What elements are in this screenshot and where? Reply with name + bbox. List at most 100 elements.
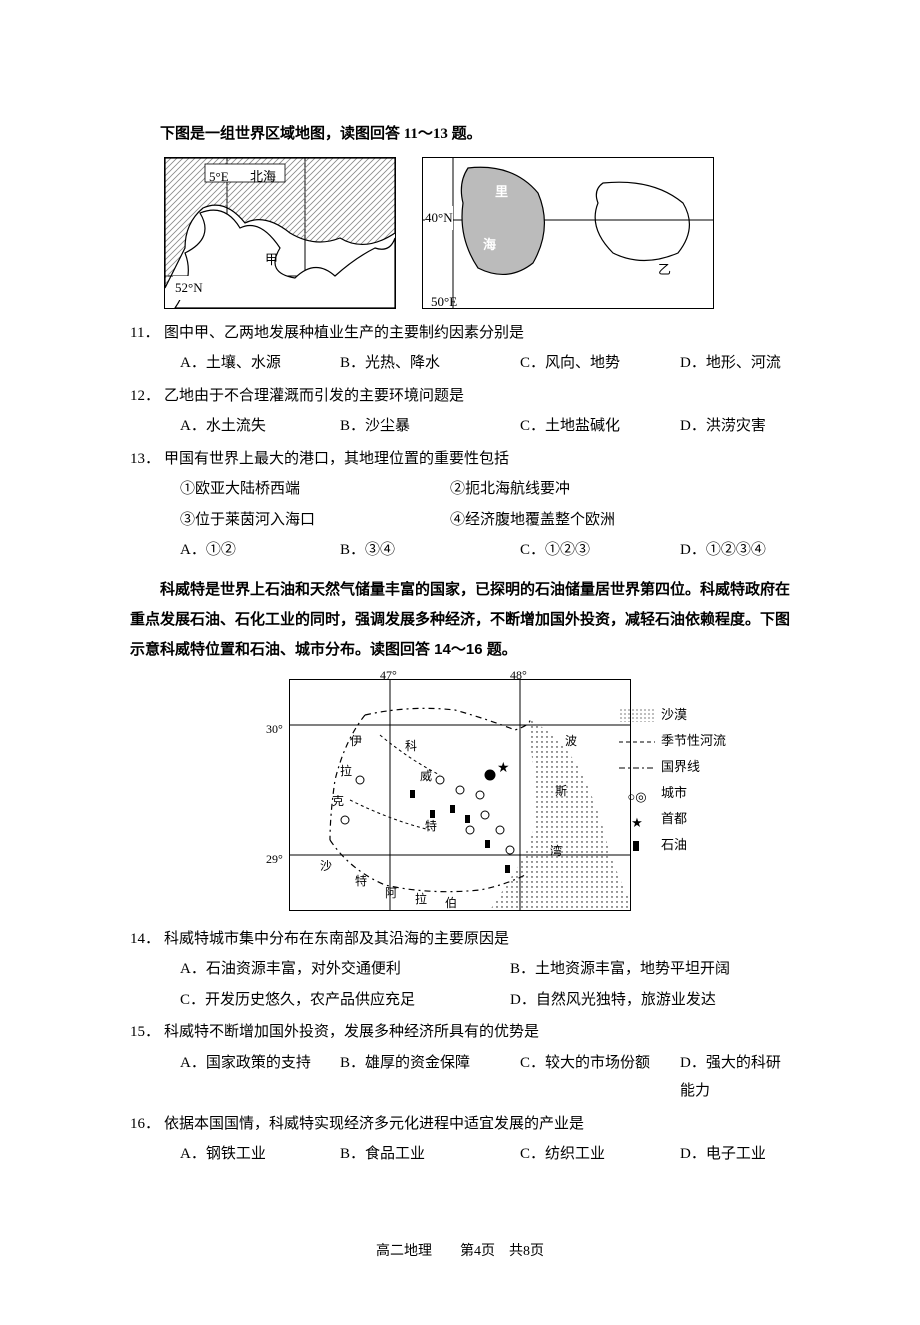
city-swatch-icon: ○◎	[619, 786, 655, 800]
map-b-svg	[423, 158, 713, 308]
q12-opt-d: D．洪涝灾害	[680, 412, 790, 441]
q14-text: 科威特城市集中分布在东南部及其沿海的主要原因是	[164, 925, 790, 954]
kuwait-g3: 湾	[550, 840, 562, 863]
kuwait-legend: 沙漠 季节性河流 国界线 ○◎ 城市 ★ 首都 石油	[619, 704, 726, 861]
legend-desert: 沙漠	[619, 704, 726, 726]
map-b-lon-label: 50°E	[431, 290, 457, 315]
legend-city-label: 城市	[661, 782, 687, 804]
q13: 13． 甲国有世界上最大的港口，其地理位置的重要性包括	[130, 445, 790, 474]
q11-opt-b: B．光热、降水	[340, 349, 520, 378]
border-swatch-icon	[619, 760, 655, 774]
map-a-lat-label: 52°N	[173, 276, 205, 301]
desert-swatch-icon	[619, 708, 655, 722]
legend-river: 季节性河流	[619, 730, 726, 752]
capital-swatch-icon: ★	[619, 812, 655, 826]
q13-opt-b: B．③④	[340, 536, 520, 565]
q14-opt-c: C．开发历史悠久，农产品供应充足	[180, 986, 510, 1015]
kuwait-lon1: 47°	[380, 664, 397, 687]
q11-opt-c: C．风向、地势	[520, 349, 680, 378]
kuwait-g2: 斯	[555, 780, 567, 803]
q15-text: 科威特不断增加国外投资，发展多种经济所具有的优势是	[164, 1018, 790, 1047]
kuwait-s3: 阿	[385, 882, 397, 905]
q12-opt-c: C．土地盐碱化	[520, 412, 680, 441]
q13-s1: ①欧亚大陆桥西端	[180, 475, 450, 504]
q13-options: A．①② B．③④ C．①②③ D．①②③④	[180, 536, 790, 565]
q12: 12． 乙地由于不合理灌溉而引发的主要环境问题是	[130, 382, 790, 411]
q16-opt-b: B．食品工业	[340, 1140, 520, 1169]
q16-opt-d: D．电子工业	[680, 1140, 790, 1169]
kuwait-k2: 威	[420, 765, 432, 788]
q11: 11． 图中甲、乙两地发展种植业生产的主要制约因素分别是	[130, 319, 790, 348]
oil-swatch-icon	[619, 838, 655, 852]
map-a: 5°E 北海 甲 52°N	[164, 157, 396, 309]
map-a-region-label: 甲	[265, 248, 278, 273]
map-b-sea2-label: 海	[483, 233, 496, 258]
q16-opt-c: C．纺织工业	[520, 1140, 680, 1169]
q13-s2: ②扼北海航线要冲	[450, 475, 570, 504]
q13-s3: ③位于莱茵河入海口	[180, 506, 450, 535]
intro-text: 下图是一组世界区域地图，读图回答 11～13 题。	[130, 120, 790, 149]
q14: 14． 科威特城市集中分布在东南部及其沿海的主要原因是	[130, 925, 790, 954]
kuwait-iraq2: 拉	[340, 760, 352, 783]
legend-river-label: 季节性河流	[661, 730, 726, 752]
q13-sub1: ①欧亚大陆桥西端 ②扼北海航线要冲	[180, 475, 790, 504]
map-a-sea-label: 北海	[250, 165, 276, 190]
q12-text: 乙地由于不合理灌溉而引发的主要环境问题是	[164, 382, 790, 411]
map-a-lon-label: 5°E	[209, 165, 229, 190]
kuwait-figure: ★ 47° 48° 30° 29° 伊 拉 克 科 威 特 波 斯 湾 沙 特 …	[289, 679, 631, 911]
q11-text: 图中甲、乙两地发展种植业生产的主要制约因素分别是	[164, 319, 790, 348]
q12-opt-a: A．水土流失	[180, 412, 340, 441]
svg-text:★: ★	[497, 761, 510, 776]
q15-opt-a: A．国家政策的支持	[180, 1049, 340, 1106]
legend-city: ○◎ 城市	[619, 782, 726, 804]
kuwait-s4: 拉	[415, 888, 427, 911]
q14-options-row2: C．开发历史悠久，农产品供应充足 D．自然风光独特，旅游业发达	[180, 986, 790, 1015]
kuwait-k1: 科	[405, 735, 417, 758]
legend-oil-label: 石油	[661, 834, 687, 856]
q16-options: A．钢铁工业 B．食品工业 C．纺织工业 D．电子工业	[180, 1140, 790, 1169]
passage-text: 科威特是世界上石油和天然气储量丰富的国家，已探明的石油储量居世界第四位。科威特政…	[130, 575, 790, 665]
q15-opt-c: C．较大的市场份额	[520, 1049, 680, 1106]
kuwait-iraq3: 克	[332, 790, 344, 813]
q11-options: A．土壤、水源 B．光热、降水 C．风向、地势 D．地形、河流	[180, 349, 790, 378]
q11-opt-d: D．地形、河流	[680, 349, 790, 378]
kuwait-iraq1: 伊	[350, 730, 362, 753]
map-b-lat-label: 40°N	[425, 206, 453, 231]
q15-num: 15．	[130, 1018, 164, 1047]
q15-opt-b: B．雄厚的资金保障	[340, 1049, 520, 1106]
legend-capital-label: 首都	[661, 808, 687, 830]
kuwait-s5: 伯	[445, 892, 457, 915]
legend-capital: ★ 首都	[619, 808, 726, 830]
kuwait-g1: 波	[565, 730, 577, 753]
q15: 15． 科威特不断增加国外投资，发展多种经济所具有的优势是	[130, 1018, 790, 1047]
q16-opt-a: A．钢铁工业	[180, 1140, 340, 1169]
q11-opt-a: A．土壤、水源	[180, 349, 340, 378]
q11-num: 11．	[130, 319, 164, 348]
q16-text: 依据本国国情，科威特实现经济多元化进程中适宜发展的产业是	[164, 1110, 790, 1139]
legend-desert-label: 沙漠	[661, 704, 687, 726]
map-b-sea-label: 里	[495, 180, 508, 205]
q14-opt-b: B．土地资源丰富，地势平坦开阔	[510, 955, 730, 984]
q14-opt-a: A．石油资源丰富，对外交通便利	[180, 955, 510, 984]
q13-text: 甲国有世界上最大的港口，其地理位置的重要性包括	[164, 445, 790, 474]
q12-opt-b: B．沙尘暴	[340, 412, 520, 441]
kuwait-s2: 特	[355, 870, 367, 893]
maps-row: 5°E 北海 甲 52°N 里 40°N 海 乙 50°E	[164, 157, 790, 309]
legend-oil: 石油	[619, 834, 726, 856]
q15-opt-d: D．强大的科研能力	[680, 1049, 790, 1106]
q12-options: A．水土流失 B．沙尘暴 C．土地盐碱化 D．洪涝灾害	[180, 412, 790, 441]
kuwait-lon2: 48°	[510, 664, 527, 687]
q14-options-row1: A．石油资源丰富，对外交通便利 B．土地资源丰富，地势平坦开阔	[180, 955, 790, 984]
q14-opt-d: D．自然风光独特，旅游业发达	[510, 986, 716, 1015]
kuwait-lat2: 29°	[266, 848, 283, 871]
q13-s4: ④经济腹地覆盖整个欧洲	[450, 506, 615, 535]
q16: 16． 依据本国国情，科威特实现经济多元化进程中适宜发展的产业是	[130, 1110, 790, 1139]
river-swatch-icon	[619, 734, 655, 748]
map-b-region-label: 乙	[658, 258, 671, 283]
q16-num: 16．	[130, 1110, 164, 1139]
kuwait-s1: 沙	[320, 855, 332, 878]
q13-sub2: ③位于莱茵河入海口 ④经济腹地覆盖整个欧洲	[180, 506, 790, 535]
kuwait-k3: 特	[425, 815, 437, 838]
legend-border: 国界线	[619, 756, 726, 778]
q13-opt-c: C．①②③	[520, 536, 680, 565]
